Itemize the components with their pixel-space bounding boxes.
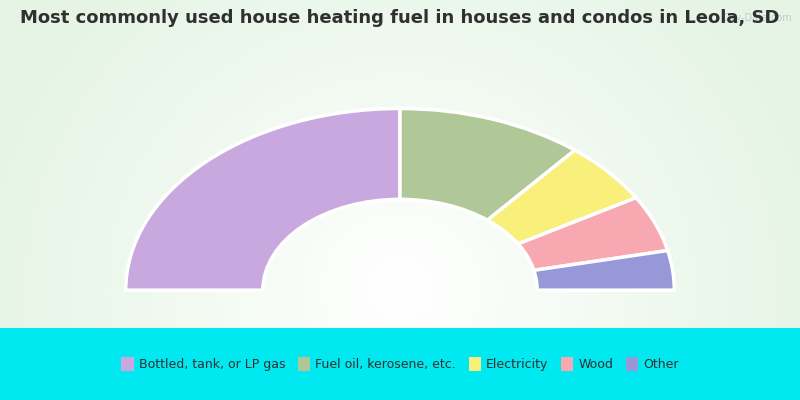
Wedge shape — [400, 108, 575, 220]
Wedge shape — [126, 108, 400, 290]
Wedge shape — [518, 198, 668, 270]
Legend: Bottled, tank, or LP gas, Fuel oil, kerosene, etc., Electricity, Wood, Other: Bottled, tank, or LP gas, Fuel oil, kero… — [122, 357, 678, 371]
Wedge shape — [487, 150, 636, 244]
Text: City-Data.com: City-Data.com — [722, 13, 792, 23]
Text: Most commonly used house heating fuel in houses and condos in Leola, SD: Most commonly used house heating fuel in… — [20, 9, 780, 27]
Wedge shape — [534, 250, 674, 290]
